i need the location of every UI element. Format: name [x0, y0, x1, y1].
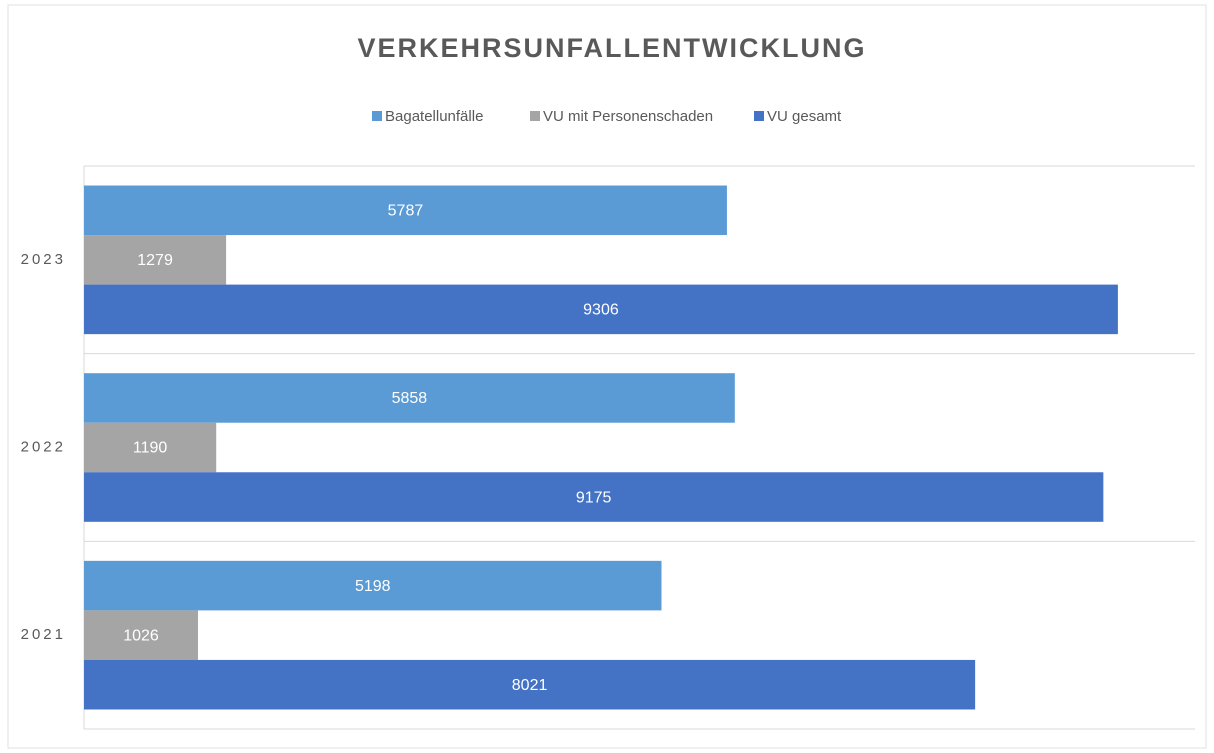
chart-title: VERKEHRSUNFALLENTWICKLUNG	[358, 33, 867, 63]
bar	[84, 235, 227, 285]
data-label: 1279	[137, 252, 173, 269]
data-label: 1190	[133, 440, 168, 457]
data-label: 9175	[576, 489, 612, 506]
bar	[84, 560, 662, 611]
y-tick-label: 2023	[21, 251, 66, 268]
bar	[84, 422, 217, 473]
bar	[84, 373, 735, 423]
data-label: 5858	[392, 390, 428, 407]
data-label: 9306	[583, 302, 619, 319]
legend-label: VU mit Personenschaden	[543, 108, 713, 125]
bar	[84, 185, 727, 236]
data-label: 5198	[355, 578, 391, 595]
legend-label: Bagatellunfälle	[385, 108, 483, 125]
data-label: 1026	[123, 627, 159, 644]
y-tick-label: 2022	[21, 438, 66, 455]
legend-swatch	[754, 111, 764, 121]
bar	[84, 284, 1118, 335]
legend-swatch	[372, 111, 382, 121]
bar	[84, 659, 976, 710]
data-label: 8021	[512, 677, 548, 694]
legend-label: VU gesamt	[767, 108, 842, 125]
y-tick-label: 2021	[21, 626, 66, 643]
bar	[84, 472, 1104, 522]
bar	[84, 610, 198, 660]
data-label: 5787	[388, 203, 424, 220]
legend-swatch	[530, 111, 540, 121]
